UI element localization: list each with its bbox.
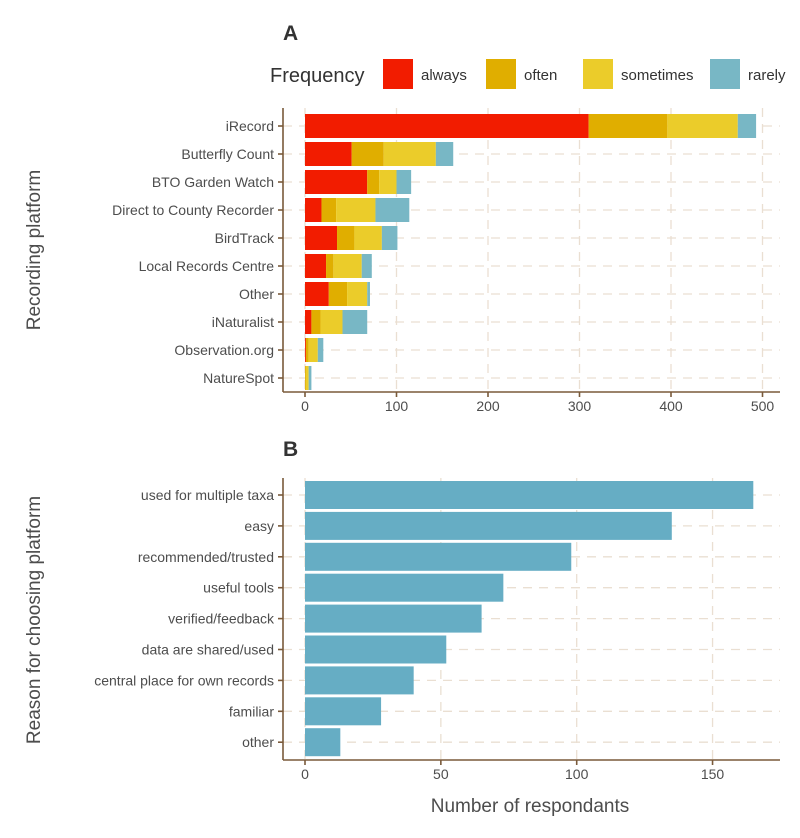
y-tick-label: Observation.org — [174, 342, 274, 358]
legend: always often sometimes rarely — [383, 59, 786, 89]
y-tick-label: other — [242, 734, 274, 750]
bar-rarely — [342, 310, 368, 334]
bar-rarely — [375, 198, 410, 222]
bar — [305, 511, 672, 540]
bar — [305, 666, 414, 695]
bar-rarely — [308, 366, 312, 390]
bar-always — [305, 226, 338, 250]
x-tick-label: 400 — [659, 398, 683, 414]
y-tick-label: Local Records Centre — [139, 258, 275, 274]
legend-label-sometimes: sometimes — [621, 67, 694, 84]
legend-swatch-often — [486, 59, 516, 89]
bar-rarely — [381, 226, 398, 250]
bar — [305, 697, 382, 726]
bar-sometimes — [383, 142, 436, 166]
legend-label-rarely: rarely — [748, 67, 786, 84]
y-tick-label: NatureSpot — [203, 370, 274, 386]
bar-sometimes — [336, 198, 376, 222]
y-tick-label: verified/feedback — [168, 611, 275, 627]
x-tick-label: 100 — [565, 766, 589, 782]
bar-often — [367, 170, 380, 194]
x-tick-label: 300 — [568, 398, 592, 414]
x-tick-label: 0 — [301, 766, 309, 782]
bar-rarely — [367, 282, 370, 306]
bar-always — [305, 170, 368, 194]
y-tick-label: Direct to County Recorder — [112, 202, 274, 218]
bar-often — [588, 114, 668, 138]
bar-rarely — [396, 170, 412, 194]
y-tick-label: Butterfly Count — [181, 146, 274, 162]
bar — [305, 604, 482, 633]
bar-rarely — [361, 254, 372, 278]
y-tick-label: useful tools — [203, 580, 274, 596]
y-tick-label: data are shared/used — [142, 642, 274, 658]
legend-swatch-rarely — [710, 59, 740, 89]
bar — [305, 542, 572, 571]
legend-title: Frequency — [270, 65, 365, 87]
panel-b-label: B — [283, 438, 298, 461]
x-tick-label: 500 — [751, 398, 775, 414]
bar-sometimes — [379, 170, 397, 194]
panel-b-xlabel: Number of respondants — [431, 796, 630, 817]
legend-label-often: often — [524, 67, 557, 84]
bar-often — [321, 198, 337, 222]
panel-a: 0 100 200 300 400 500 iRecord Butterfly Count BT… — [112, 108, 780, 414]
bar-often — [311, 310, 321, 334]
panel-a-ylabel: Recording platform — [24, 170, 45, 331]
bar-sometimes — [667, 114, 738, 138]
x-tick-label: 200 — [476, 398, 500, 414]
bar-sometimes — [333, 254, 362, 278]
bar-often — [328, 282, 348, 306]
bar-rarely — [435, 142, 454, 166]
bar — [305, 728, 341, 757]
bar — [305, 481, 754, 509]
bar — [305, 635, 447, 664]
bar-sometimes — [354, 226, 382, 250]
panel-b: 0 50 100 150 used for multiple taxa easy recom… — [94, 478, 780, 782]
bar-often — [305, 338, 309, 362]
x-tick-label: 50 — [433, 766, 449, 782]
bar-often — [351, 142, 384, 166]
bar-always — [305, 338, 306, 362]
bar-rarely — [317, 338, 324, 362]
bar-often — [326, 254, 334, 278]
y-tick-label: iRecord — [226, 118, 274, 134]
bar-often — [337, 226, 355, 250]
bar-always — [305, 282, 329, 306]
y-tick-label: recommended/trusted — [138, 549, 274, 565]
x-tick-label: 150 — [701, 766, 725, 782]
y-tick-label: familiar — [229, 703, 274, 719]
bar-always — [305, 254, 327, 278]
bar-always — [305, 198, 322, 222]
bar-always — [305, 114, 589, 138]
bar-rarely — [737, 114, 757, 138]
bar-always — [305, 310, 312, 334]
y-tick-label: used for multiple taxa — [141, 487, 274, 503]
panel-b-ylabel: Reason for choosing platform — [24, 496, 45, 744]
y-tick-label: BTO Garden Watch — [152, 174, 274, 190]
y-tick-label: iNaturalist — [212, 314, 274, 330]
y-tick-label: central place for own records — [94, 672, 274, 688]
legend-swatch-always — [383, 59, 413, 89]
y-tick-label: BirdTrack — [215, 230, 275, 246]
panel-a-label: A — [283, 22, 298, 45]
x-tick-label: 100 — [385, 398, 409, 414]
bar-sometimes — [347, 282, 368, 306]
x-tick-label: 0 — [301, 398, 309, 414]
legend-label-always: always — [421, 67, 467, 84]
bar-always — [305, 142, 352, 166]
y-tick-label: Other — [239, 286, 274, 302]
bar-sometimes — [308, 338, 318, 362]
legend-swatch-sometimes — [583, 59, 613, 89]
bar-often — [305, 366, 306, 390]
bar-sometimes — [320, 310, 343, 334]
bar — [305, 573, 504, 602]
bar-sometimes — [305, 366, 309, 390]
y-tick-label: easy — [244, 518, 274, 534]
